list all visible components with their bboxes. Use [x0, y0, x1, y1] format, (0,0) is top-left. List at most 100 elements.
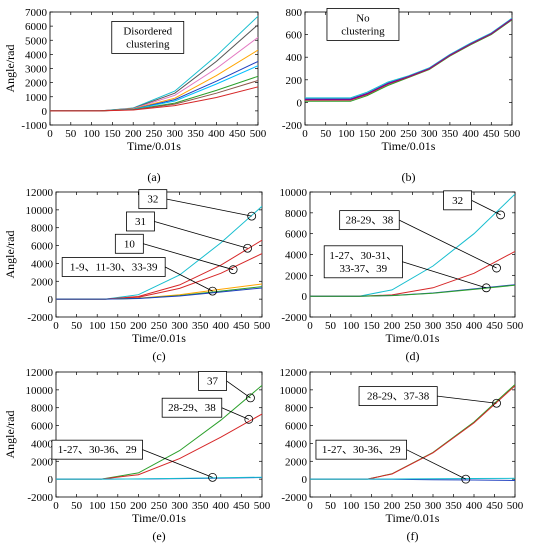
annotation-text: 10: [124, 238, 136, 250]
x-tick-label: 500: [507, 500, 524, 512]
annotation-marker: [247, 211, 257, 221]
x-tick-label: 150: [110, 320, 127, 332]
annotation-box: [138, 189, 168, 210]
x-tick-label: 400: [466, 320, 483, 332]
x-tick-label: 0: [53, 500, 59, 512]
x-axis-label: Time/0.01s: [386, 511, 440, 525]
annotation-leader: [399, 219, 497, 269]
annotation-marker: [492, 398, 501, 408]
annotation: 1-27、30-36、29: [315, 439, 471, 484]
y-tick-label: 6000: [25, 21, 48, 33]
annotation-leader: [402, 261, 487, 289]
y-axis-label: Angle/rad: [3, 231, 17, 279]
y-tick-label: 0: [48, 294, 54, 306]
y-tick-label: 2000: [31, 456, 54, 468]
annotation-box: [51, 439, 143, 460]
y-tick-label: 3000: [25, 64, 48, 76]
series-group: [56, 385, 262, 480]
x-tick-label: 200: [380, 128, 397, 140]
y-axis-label: Angle/rad: [3, 45, 17, 93]
annotation-text: 37: [207, 375, 219, 387]
series-line: [305, 18, 512, 101]
y-axis-label: Angle/rad: [3, 411, 17, 459]
x-axis-label: Time/0.01s: [127, 139, 181, 153]
annotation-box: [326, 8, 400, 41]
x-tick-label: 200: [130, 500, 147, 512]
y-tick-label: 5000: [25, 35, 48, 47]
y-tick-label: 600: [286, 30, 303, 42]
series-line: [50, 86, 258, 112]
annotation: 37: [198, 371, 255, 403]
annotation-marker: [492, 263, 501, 273]
annotation: 1-9、11-30、33-39: [61, 257, 217, 296]
y-tick-label: 10000: [280, 385, 308, 397]
annotation-leader: [437, 395, 497, 404]
annotation-box: [323, 245, 403, 279]
y-tick-label: 8000: [31, 223, 54, 235]
annotation-box: [111, 21, 185, 54]
x-tick-label: 250: [146, 128, 163, 140]
x-tick-label: 350: [445, 500, 462, 512]
x-tick-label: 350: [192, 320, 209, 332]
x-axis-label: Time/0.01s: [386, 331, 440, 345]
annotation: 1-27、30-36、29: [51, 439, 217, 482]
plot-area: [55, 191, 263, 318]
series-group: [56, 205, 262, 300]
x-tick-label: 100: [83, 128, 100, 140]
annotation-text: 32: [452, 195, 463, 207]
annotation: 28-29、38: [339, 210, 501, 273]
annotation-text: 33-37、39: [339, 263, 387, 275]
annotation-box: [358, 386, 438, 407]
x-tick-label: 0: [47, 128, 53, 140]
x-tick-label: 50: [325, 500, 337, 512]
y-tick-label: 7000: [25, 7, 48, 19]
y-tick-label: 800: [286, 7, 303, 19]
x-tick-label: 350: [192, 500, 209, 512]
annotation-text: 1-27、30-36、29: [58, 444, 137, 456]
x-tick-label: 400: [213, 320, 230, 332]
panel-label: (e): [152, 529, 165, 543]
x-tick-label: 400: [466, 500, 483, 512]
y-tick-label: 12000: [26, 367, 54, 379]
annotation-marker: [246, 393, 255, 403]
series-line: [310, 477, 515, 480]
y-tick-label: 1000: [25, 92, 48, 104]
y-tick-label: 200: [286, 75, 303, 87]
x-axis-label: Time/0.01s: [132, 331, 186, 345]
y-tick-label: 4000: [25, 49, 48, 61]
y-tick-label: 12000: [26, 187, 54, 199]
x-tick-label: 100: [338, 128, 355, 140]
x-tick-label: 250: [404, 500, 421, 512]
annotation-box: [161, 397, 223, 418]
plot-area: [55, 371, 263, 498]
annotation-text: 28-29、38: [346, 215, 394, 227]
y-tick-label: 12000: [280, 367, 308, 379]
y-tick-label: 400: [286, 52, 303, 64]
x-tick-label: 200: [125, 128, 142, 140]
x-tick-label: 100: [343, 320, 360, 332]
x-tick-label: 500: [507, 320, 524, 332]
y-tick-label: 2000: [25, 78, 48, 90]
y-tick-label: 4000: [285, 250, 308, 262]
x-tick-label: 250: [151, 500, 168, 512]
series-line: [305, 17, 512, 99]
y-tick-label: 4000: [285, 438, 308, 450]
y-tick-label: 8000: [285, 208, 308, 220]
annotation-marker: [243, 243, 252, 253]
y-tick-label: 0: [302, 474, 308, 486]
x-tick-label: 150: [363, 500, 380, 512]
y-tick-label: -2000: [27, 492, 53, 504]
panel-label: (a): [147, 170, 160, 184]
x-tick-label: 250: [400, 128, 417, 140]
annotation-box: [443, 190, 473, 211]
y-tick-label: 2000: [31, 276, 54, 288]
panel-label: (f): [407, 529, 419, 543]
annotation-text: 1-27、30-36、29: [322, 444, 401, 456]
annotation-text: 31: [135, 216, 146, 228]
x-tick-label: 150: [363, 320, 380, 332]
y-tick-label: 6000: [285, 421, 308, 433]
annotation-marker: [481, 283, 491, 293]
x-tick-label: 250: [404, 320, 421, 332]
annotation-text: clustering: [341, 25, 385, 37]
